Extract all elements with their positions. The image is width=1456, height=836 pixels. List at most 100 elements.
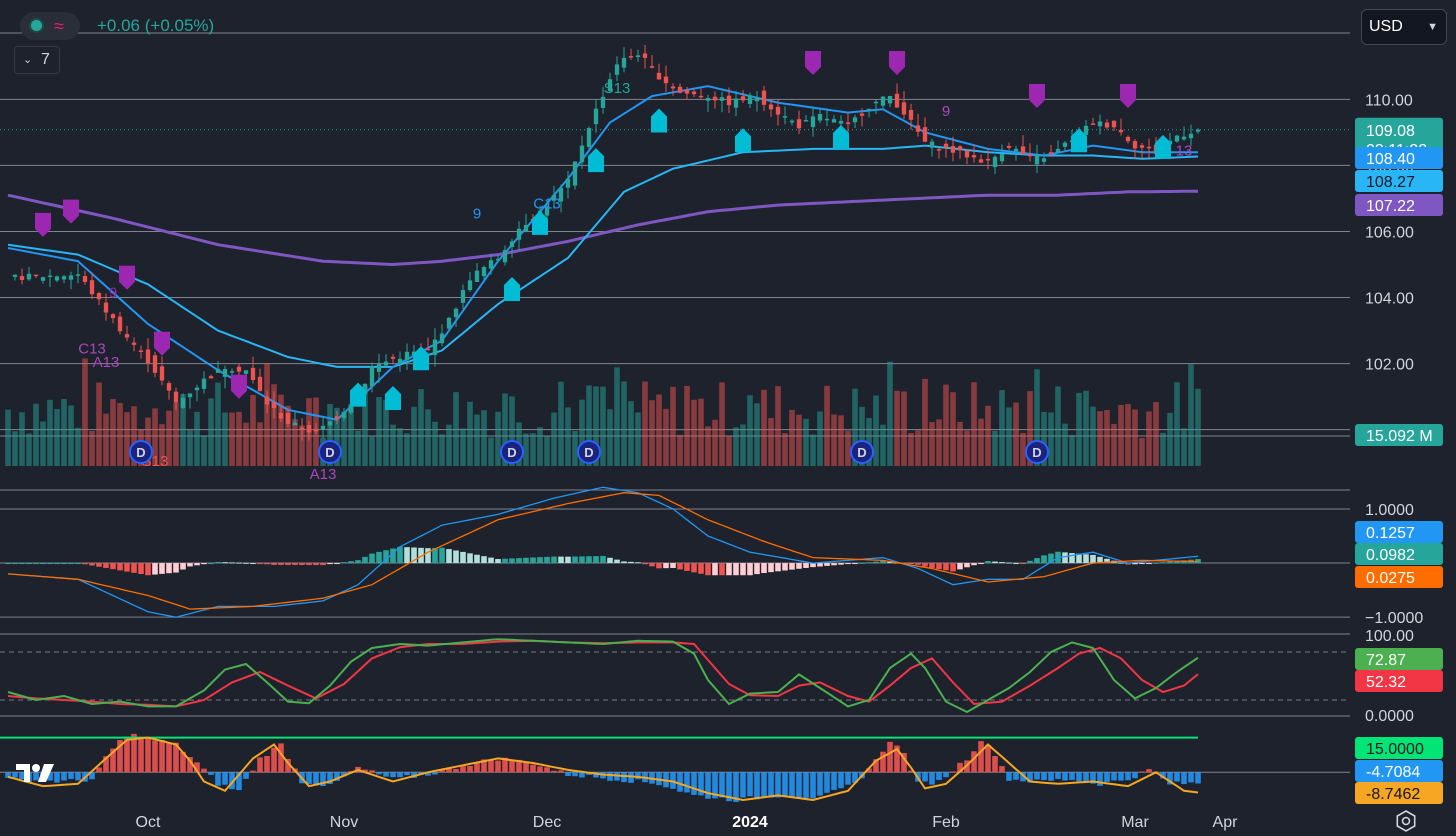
- settings-gear-icon[interactable]: [1395, 810, 1417, 832]
- candle-body: [1118, 129, 1124, 133]
- candle-body: [131, 342, 137, 345]
- time-axis[interactable]: Oct Nov Dec 2024 Feb Mar Apr: [136, 814, 1239, 831]
- volume-bar: [551, 412, 557, 466]
- macd-histogram-bar: [250, 563, 256, 565]
- volume-bar: [642, 381, 648, 466]
- candle-body: [313, 429, 319, 432]
- macd-histogram-bar: [873, 561, 879, 564]
- macd-histogram-bar: [621, 561, 627, 564]
- dividend-letter: D: [136, 445, 145, 460]
- candle-body: [390, 356, 396, 359]
- adx-histogram-bar: [908, 770, 914, 773]
- volume-bar: [1048, 412, 1054, 466]
- candle-body: [859, 113, 865, 116]
- macd-tick-label: −1.0000: [1365, 610, 1423, 627]
- macd-histogram-bar: [215, 561, 221, 564]
- candle-body: [215, 368, 221, 373]
- status-dot-icon[interactable]: [31, 20, 42, 31]
- adx-histogram-bar: [474, 762, 480, 773]
- currency-select[interactable]: USD ▼: [1361, 9, 1447, 45]
- chevron-down-icon: ⌄: [23, 54, 33, 66]
- macd-tick-label: 1.0000: [1365, 502, 1414, 519]
- candle-body: [152, 355, 158, 373]
- adx-histogram-bar: [1090, 772, 1096, 784]
- volume-bar: [964, 430, 970, 466]
- adx-histogram-bar: [803, 772, 809, 799]
- adx-histogram-bar: [488, 760, 494, 773]
- indicators-toggle-button[interactable]: ⌄ 7: [14, 46, 60, 74]
- adx-histogram-bar: [12, 772, 18, 778]
- macd-histogram-bar: [187, 563, 193, 567]
- price-axis[interactable]: 110.00108.00106.00104.00102.00100.00109.…: [1355, 92, 1443, 804]
- candle-body: [467, 280, 473, 290]
- adx-histogram-bar: [691, 772, 697, 795]
- macd-histogram-bar: [313, 563, 319, 566]
- macd-histogram-bar: [978, 563, 984, 565]
- candle-body: [999, 153, 1005, 162]
- adx-histogram-bar: [712, 772, 718, 799]
- adx-value-tag-bg: [1355, 760, 1443, 782]
- volume-bar: [537, 427, 543, 466]
- candle-body: [992, 156, 998, 168]
- candle-body: [740, 96, 746, 101]
- macd-histogram-bar: [922, 563, 928, 567]
- volume-bar: [873, 395, 879, 466]
- candle-body: [887, 95, 893, 104]
- volume-bar: [271, 384, 277, 466]
- candle-body: [817, 113, 823, 121]
- volume-bar: [740, 424, 746, 466]
- stoch-tick-label: 100.00: [1365, 628, 1414, 645]
- volume-bar: [495, 411, 501, 466]
- adx-histogram-bar: [929, 772, 935, 785]
- candle-body: [684, 89, 690, 94]
- volume-bar: [747, 395, 753, 466]
- adx-histogram-bar: [887, 741, 893, 773]
- macd-histogram-bar: [33, 563, 39, 565]
- time-tick-label: Dec: [533, 814, 561, 831]
- volume-bar: [474, 414, 480, 466]
- adx-histogram-bar: [229, 772, 235, 790]
- visibility-toggle[interactable]: [20, 12, 80, 40]
- adx-histogram-bar: [551, 770, 557, 773]
- sell-signal-marker: [119, 265, 135, 290]
- macd-histogram-bar: [852, 563, 858, 565]
- macd-histogram-bar: [334, 563, 340, 565]
- volume-bar: [971, 382, 977, 466]
- volume-bar: [845, 430, 851, 466]
- adx-histogram-bar: [404, 772, 410, 776]
- price-tick-label: 110.00: [1365, 92, 1413, 109]
- volume-bar: [208, 398, 214, 466]
- adx-histogram-bar: [705, 772, 711, 799]
- volume-bar: [229, 412, 235, 466]
- adx-histogram-bar: [761, 772, 767, 797]
- candle-body: [103, 302, 109, 313]
- macd-histogram-bar: [817, 563, 823, 567]
- candle-body: [782, 116, 788, 118]
- dividend-letter: D: [584, 445, 593, 460]
- candle-body: [509, 241, 515, 247]
- macd-line: [7, 486, 1199, 618]
- adx-histogram-bar: [530, 764, 536, 773]
- candle-body: [327, 421, 333, 426]
- volume-bar: [411, 406, 417, 466]
- volume-bar: [1139, 437, 1145, 466]
- stoch-d-tag-bg: [1355, 670, 1443, 692]
- macd-histogram-bar: [586, 556, 592, 564]
- macd-histogram-bar: [257, 563, 263, 565]
- wave-icon[interactable]: ≈: [54, 16, 64, 36]
- adx-histogram-bar: [166, 742, 172, 773]
- adx-histogram-bar: [579, 772, 585, 778]
- stoch-k-line: [7, 638, 1199, 714]
- adx-histogram-bar: [768, 772, 774, 798]
- candle-body: [719, 97, 725, 101]
- volume-bar: [579, 399, 585, 466]
- candle-body: [145, 349, 151, 364]
- candle-body: [901, 102, 907, 115]
- volume-bar: [299, 425, 305, 466]
- volume-bar: [593, 386, 599, 466]
- volume-bar: [859, 406, 865, 466]
- adx-histogram-bar: [334, 772, 340, 781]
- macd-histogram-bar: [579, 556, 585, 564]
- adx-threshold-tag-bg: [1355, 737, 1443, 759]
